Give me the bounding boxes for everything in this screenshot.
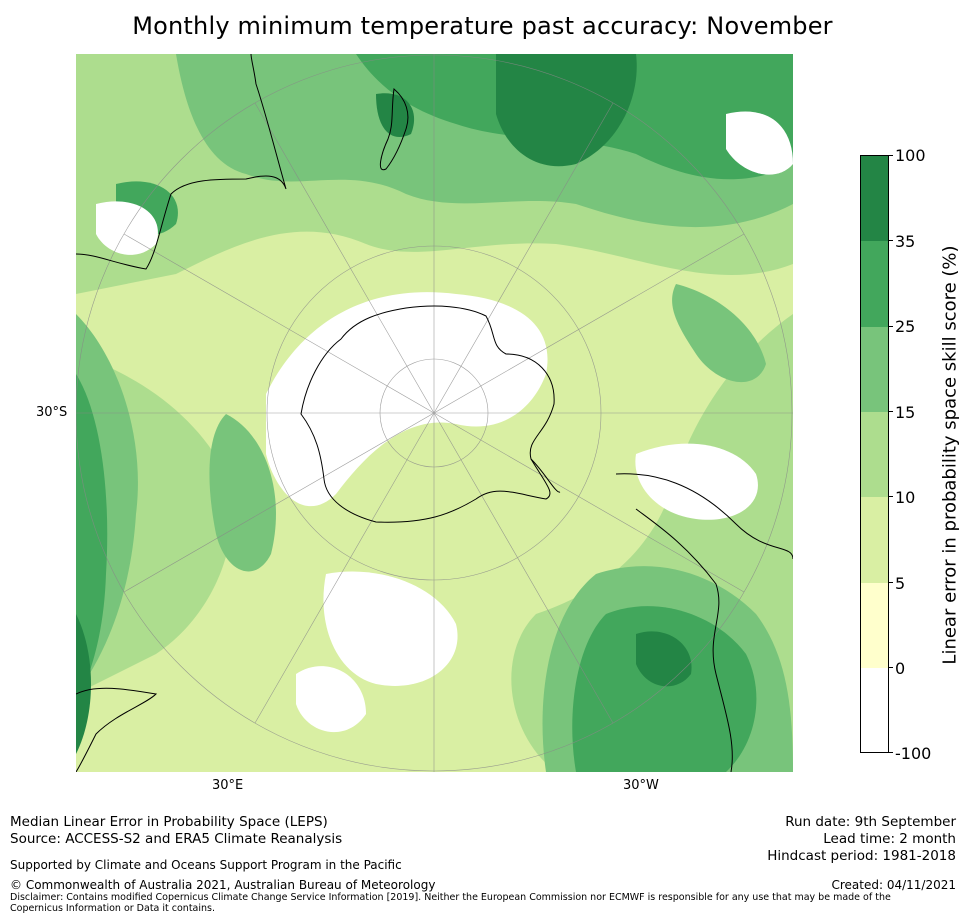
lon-label-30e: 30°E bbox=[212, 778, 244, 793]
footer-support: Supported by Climate and Oceans Support … bbox=[10, 858, 402, 872]
colorbar-tick-label: 25 bbox=[895, 317, 916, 336]
colorbar-tick bbox=[889, 667, 893, 668]
footer-method: Median Linear Error in Probability Space… bbox=[10, 814, 328, 830]
colorbar-bin-15-25 bbox=[861, 327, 888, 412]
south-america-coastline bbox=[615, 473, 793, 772]
colorbar-tick bbox=[889, 326, 893, 327]
coastlines bbox=[76, 54, 793, 772]
colorbar-bin-25-35 bbox=[861, 241, 888, 327]
colorbar-tick-label: 5 bbox=[895, 574, 906, 593]
skill-band-35-100 bbox=[76, 54, 692, 754]
colorbar bbox=[860, 155, 889, 753]
footer-lead-time: Lead time: 2 month bbox=[823, 831, 956, 847]
colorbar-tick-label: 15 bbox=[895, 403, 916, 422]
africa-coastline bbox=[76, 687, 158, 772]
footer-run-date: Run date: 9th September bbox=[785, 814, 956, 830]
colorbar-tick-label: 35 bbox=[895, 232, 916, 251]
colorbar-bin-10-15 bbox=[861, 412, 888, 497]
footer-source: Source: ACCESS-S2 and ERA5 Climate Reana… bbox=[10, 831, 343, 847]
footer-created: Created: 04/11/2021 bbox=[831, 878, 956, 892]
antarctica-coastline bbox=[300, 305, 555, 523]
colorbar-tick bbox=[889, 752, 893, 753]
footer-hindcast: Hindcast period: 1981-2018 bbox=[767, 848, 956, 864]
footer-copyright: © Commonwealth of Australia 2021, Austra… bbox=[10, 878, 436, 892]
colorbar-title: Linear error in probability space skill … bbox=[939, 245, 961, 665]
colorbar-bin-0-5 bbox=[861, 583, 888, 668]
graticule bbox=[76, 54, 793, 772]
colorbar-tick bbox=[889, 411, 893, 412]
colorbar-tick bbox=[889, 240, 893, 241]
lon-label-30w: 30°W bbox=[623, 778, 659, 793]
skill-band-neg bbox=[96, 111, 793, 733]
chart-title: Monthly minimum temperature past accurac… bbox=[132, 12, 833, 40]
colorbar-bin-neg100-0 bbox=[861, 668, 888, 752]
colorbar-tick bbox=[889, 155, 893, 156]
colorbar-tick-label: 0 bbox=[895, 659, 906, 678]
colorbar-bin-35-100 bbox=[861, 156, 888, 241]
colorbar-tick-label: 100 bbox=[895, 146, 926, 165]
new-zealand-coastline bbox=[379, 88, 409, 171]
antarctic-peninsula bbox=[530, 458, 561, 493]
footer-disclaimer: Disclaimer: Contains modified Copernicus… bbox=[10, 892, 891, 914]
colorbar-tick-label: 10 bbox=[895, 488, 916, 507]
colorbar-tick bbox=[889, 582, 893, 583]
australia-coastline bbox=[76, 54, 287, 270]
polar-map bbox=[76, 54, 793, 772]
colorbar-bin-5-10 bbox=[861, 497, 888, 583]
lat-label-30s: 30°S bbox=[36, 405, 68, 420]
colorbar-tick bbox=[889, 496, 893, 497]
colorbar-tick-label: -100 bbox=[895, 744, 932, 763]
skill-score-map bbox=[76, 54, 793, 772]
